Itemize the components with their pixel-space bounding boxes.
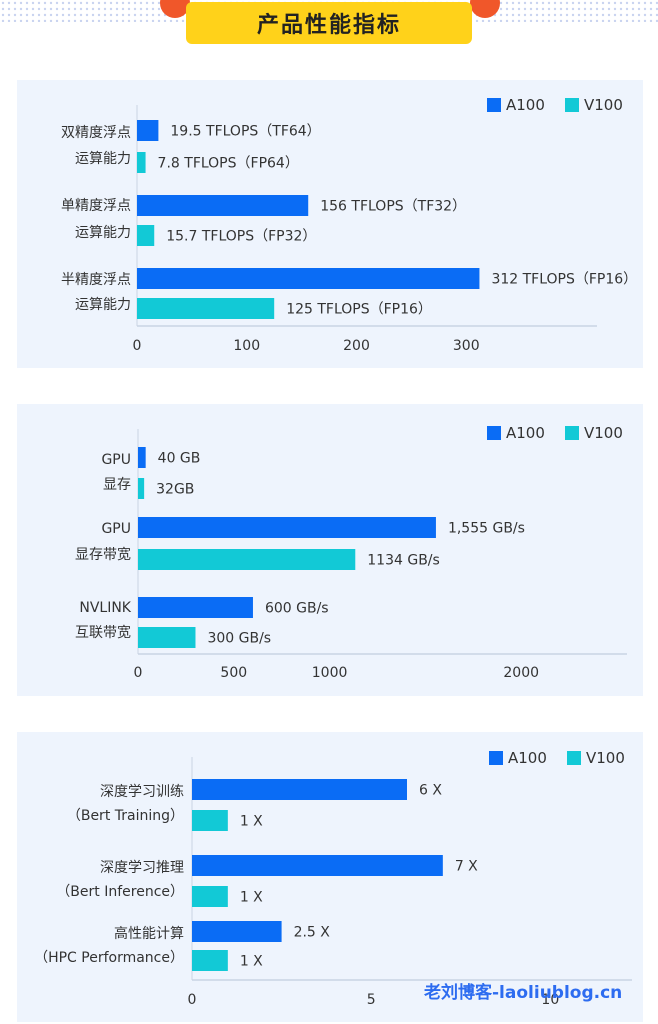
category-label-line1: 单精度浮点	[61, 198, 131, 214]
performance-chart-svg: A100 V100 深度学习训练 （Bert Training） 6 X 1 X 深度学习推…	[34, 749, 632, 1008]
legend-swatch-a100	[489, 751, 503, 765]
data-label-v100: 1 X	[240, 814, 263, 830]
data-label-a100: 156 TFLOPS（TF32）	[320, 199, 466, 215]
data-label-v100: 300 GB/s	[207, 631, 271, 647]
legend-label-v100: V100	[584, 424, 623, 442]
x-tick-label: 1000	[312, 665, 348, 681]
category-label-line2: 互联带宽	[75, 624, 131, 641]
x-tick-label: 10	[541, 992, 559, 1008]
data-label-v100: 32GB	[156, 482, 194, 498]
bar-a100	[137, 268, 480, 289]
category-label-line1: 高性能计算	[114, 925, 184, 942]
category-label-line2: （Bert Training）	[67, 808, 184, 824]
legend-swatch-v100	[565, 426, 579, 440]
x-tick-label: 0	[133, 338, 142, 354]
category-label-line2: 显存带宽	[75, 546, 131, 563]
bar-a100	[137, 195, 309, 216]
bar-a100	[192, 855, 443, 876]
data-label-v100: 1 X	[240, 954, 263, 970]
watermark-text: 老刘博客-laoliublog.cn	[424, 983, 623, 1003]
data-label-a100: 2.5 X	[294, 925, 331, 941]
bar-v100	[137, 225, 155, 246]
category-label-line1: 深度学习推理	[100, 860, 184, 876]
legend-swatch-v100	[567, 751, 581, 765]
bar-v100	[138, 627, 196, 648]
bar-a100	[138, 447, 146, 468]
data-label-v100: 125 TFLOPS（FP16）	[286, 302, 432, 318]
category-label-line2: （Bert Inference）	[56, 884, 184, 900]
category-label-line1: NVLINK	[79, 600, 131, 616]
bar-a100	[138, 597, 253, 618]
category-label-line1: GPU	[101, 452, 131, 468]
data-label-a100: 40 GB	[158, 451, 201, 467]
data-label-v100: 7.8 TFLOPS（FP64）	[158, 156, 299, 172]
category-label-line2: 运算能力	[75, 297, 131, 313]
data-label-v100: 1134 GB/s	[367, 553, 440, 569]
x-tick-label: 0	[188, 992, 197, 1008]
x-tick-label: 300	[453, 338, 480, 354]
bar-a100	[138, 517, 436, 538]
category-label-line1: 双精度浮点	[61, 125, 131, 141]
data-label-a100: 7 X	[455, 859, 478, 875]
bar-v100	[138, 478, 145, 499]
bar-v100	[192, 886, 228, 907]
data-label-a100: 6 X	[419, 783, 442, 799]
category-label-line2: （HPC Performance）	[34, 950, 184, 966]
legend-swatch-v100	[565, 98, 579, 112]
x-tick-label: 200	[343, 338, 370, 354]
category-label-line2: 运算能力	[75, 151, 131, 167]
memory-chart-svg: A100 V100 GPU 显存 40 GB 32GB GPU 显存带宽 1,555 GB/s 1…	[75, 424, 627, 681]
legend-label-v100: V100	[586, 749, 625, 767]
legend-swatch-a100	[487, 98, 501, 112]
x-tick-label: 500	[220, 665, 247, 681]
category-label-line1: GPU	[101, 521, 131, 537]
bar-v100	[192, 810, 228, 831]
legend-label-v100: V100	[584, 96, 623, 114]
legend-label-a100: A100	[506, 96, 545, 114]
bar-a100	[137, 120, 159, 141]
x-tick-label: 5	[367, 992, 376, 1008]
bar-v100	[137, 152, 146, 173]
legend-label-a100: A100	[508, 749, 547, 767]
legend-label-a100: A100	[506, 424, 545, 442]
data-label-a100: 1,555 GB/s	[448, 521, 525, 537]
orange-circle-decoration-right	[470, 0, 500, 18]
data-label-v100: 1 X	[240, 890, 263, 906]
x-tick-label: 100	[233, 338, 260, 354]
x-tick-label: 0	[134, 665, 143, 681]
chart-panel-compute: A100 V100 双精度浮点运算能力 19.5 TFLOPS（TF64） 7.8 TF…	[17, 80, 643, 368]
bar-v100	[138, 549, 356, 570]
category-label-line2: 运算能力	[75, 225, 131, 241]
orange-circle-decoration-left	[160, 0, 190, 18]
data-label-a100: 312 TFLOPS（FP16）	[491, 272, 637, 288]
data-label-a100: 19.5 TFLOPS（TF64）	[170, 124, 320, 140]
bar-v100	[192, 950, 228, 971]
legend-swatch-a100	[487, 426, 501, 440]
data-label-v100: 15.7 TFLOPS（FP32）	[166, 229, 316, 245]
x-tick-label: 2000	[503, 665, 539, 681]
category-label-line1: 深度学习训练	[100, 784, 184, 800]
chart-panel-memory: A100 V100 GPU 显存 40 GB 32GB GPU 显存带宽 1,555 GB/s 1…	[17, 404, 643, 696]
category-label-line1: 半精度浮点	[61, 272, 131, 288]
data-label-a100: 600 GB/s	[265, 601, 329, 617]
chart-panel-performance: A100 V100 深度学习训练 （Bert Training） 6 X 1 X 深度学习推…	[17, 732, 643, 1022]
bar-a100	[192, 779, 407, 800]
page-title: 产品性能指标	[186, 2, 472, 44]
category-label-line2: 显存	[103, 477, 131, 493]
bar-v100	[137, 298, 275, 319]
bar-a100	[192, 921, 282, 942]
